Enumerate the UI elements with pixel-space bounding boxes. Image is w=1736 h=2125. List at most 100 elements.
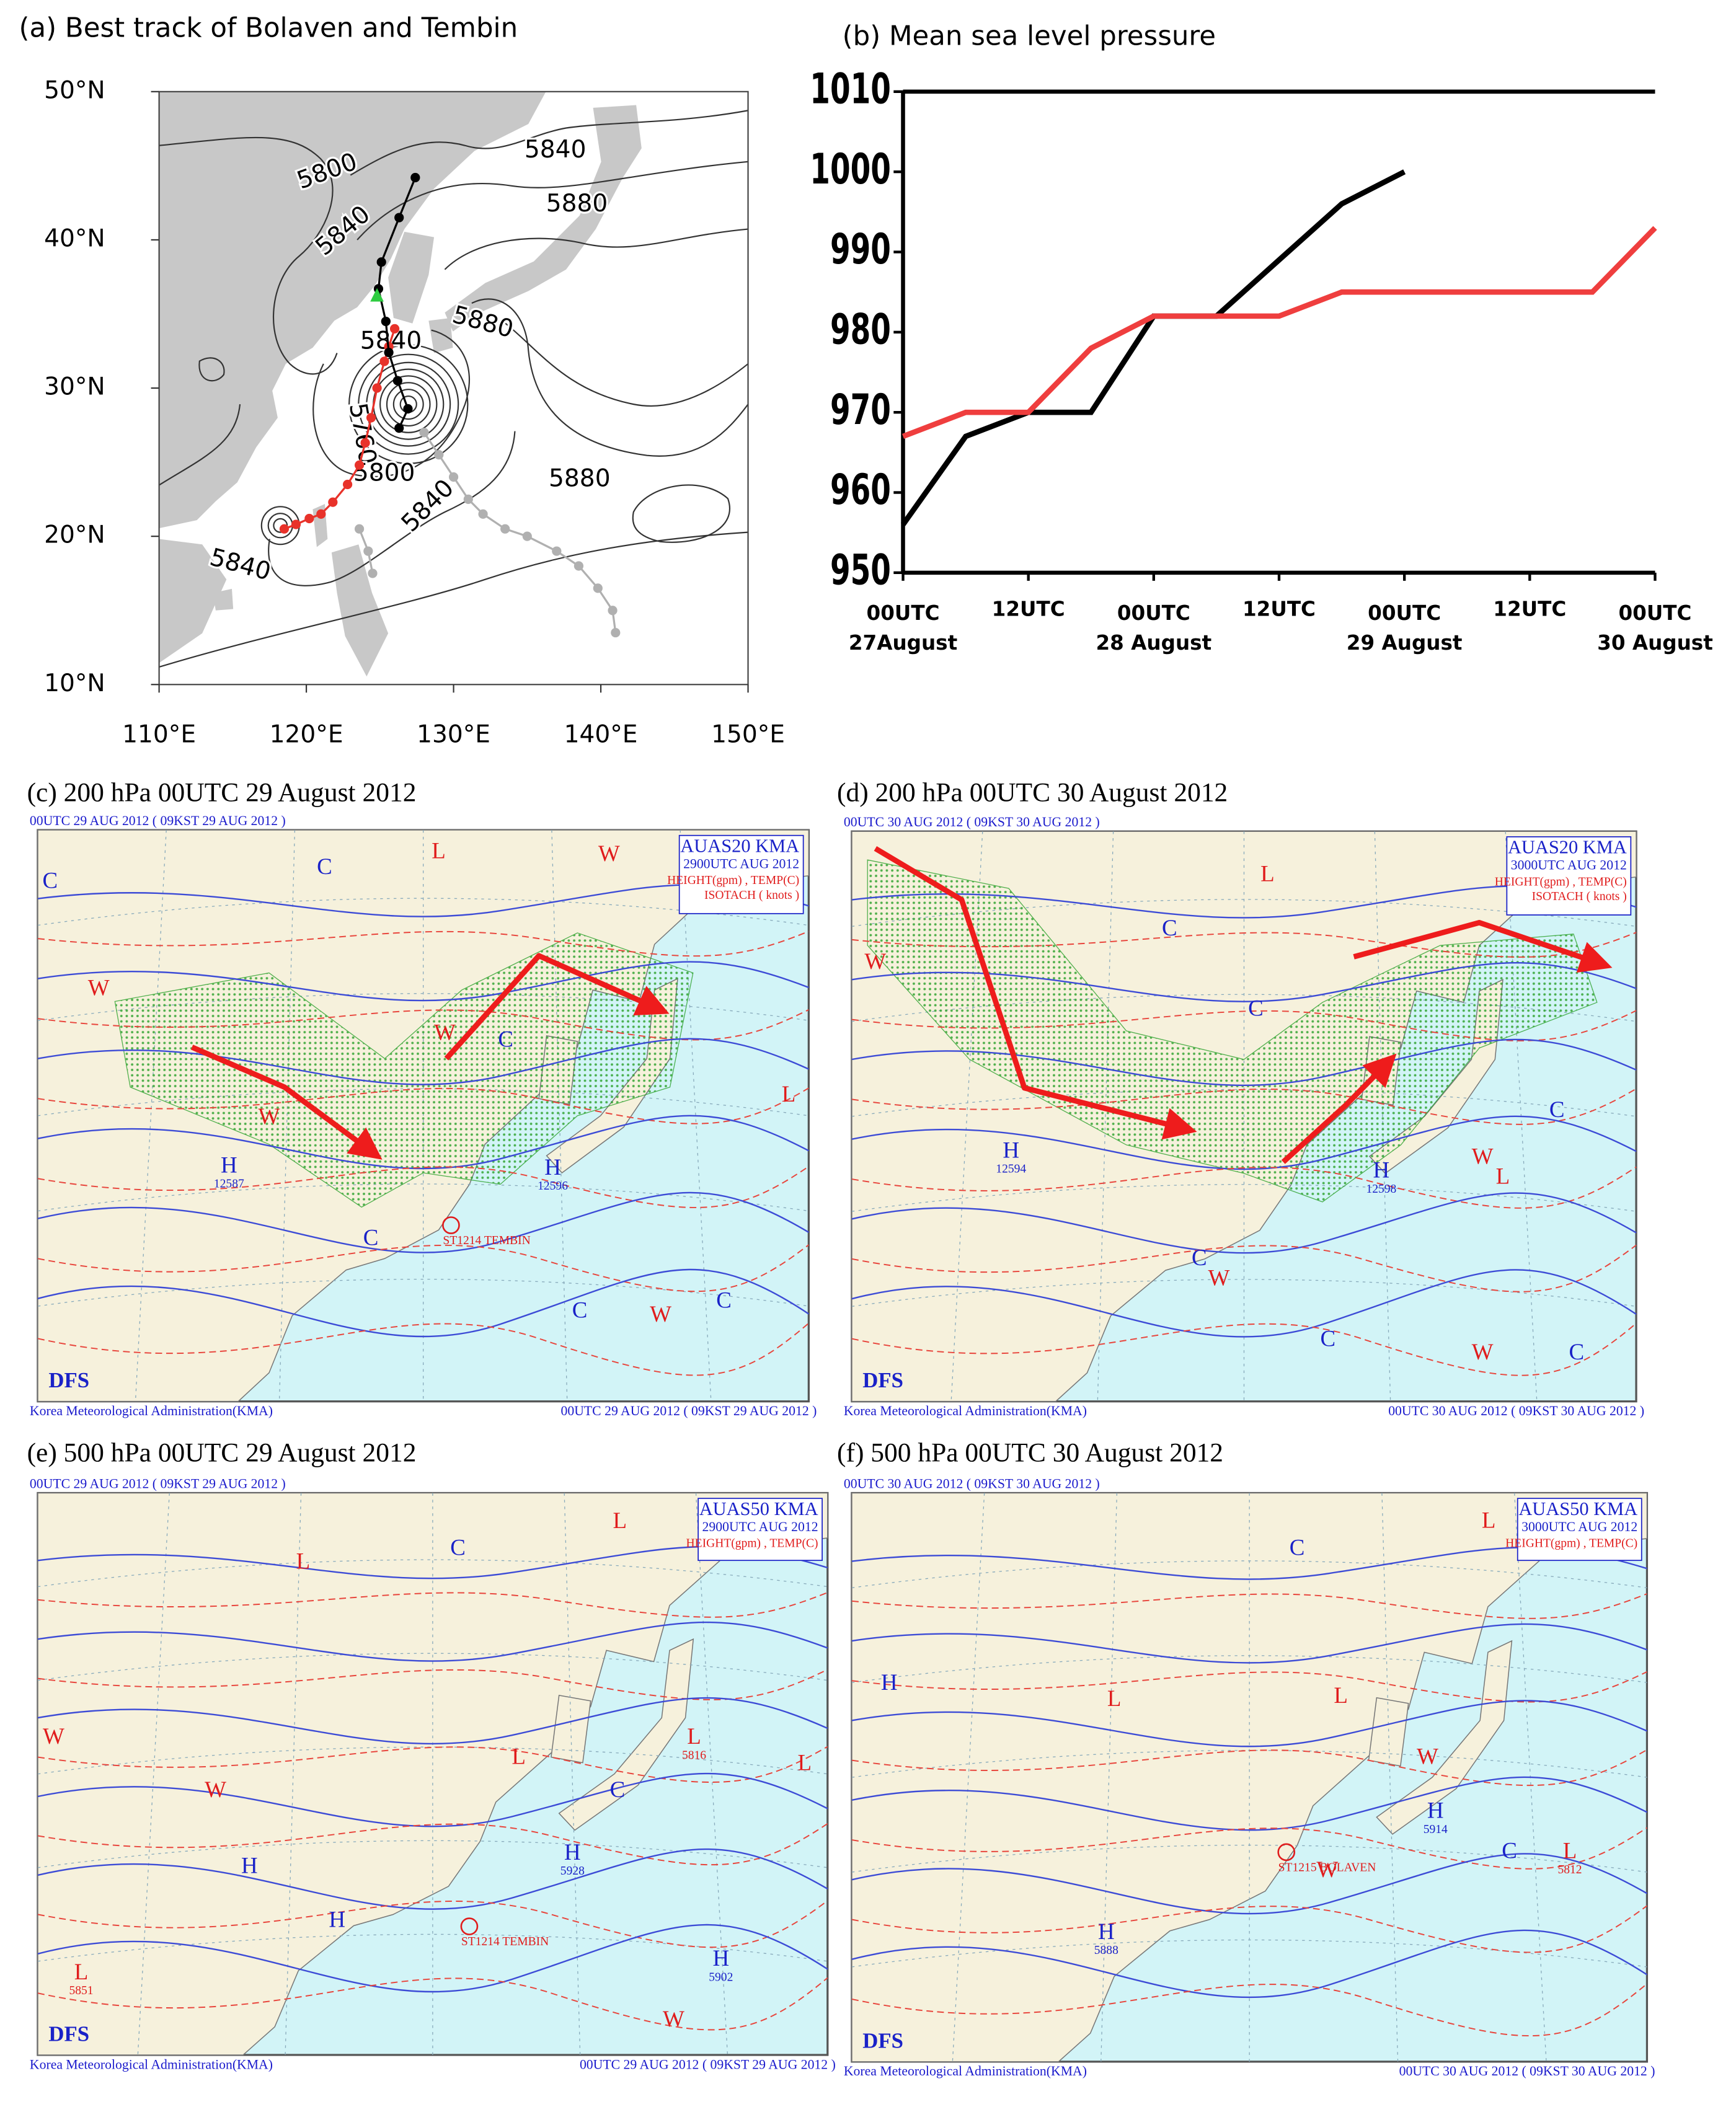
typhoon-label: ST1214 TEMBIN <box>443 1234 530 1247</box>
stamp-text: AUAS20 KMA <box>680 835 799 856</box>
track-point <box>574 561 584 571</box>
graticule <box>1100 1493 1118 2062</box>
y-tick-label: 1000 <box>810 144 891 193</box>
contour-label: 5880 <box>549 464 611 492</box>
pressure-symbol: L <box>1334 1682 1348 1708</box>
symbol-value: 12598 <box>1366 1183 1396 1196</box>
y-tick-label: 20°N <box>44 521 105 549</box>
pressure-symbol: W <box>1208 1265 1230 1290</box>
track-point <box>522 531 532 541</box>
land-korea <box>388 231 435 324</box>
graticule <box>1381 1493 1399 2062</box>
pressure-symbol: W <box>598 841 620 866</box>
contour <box>198 357 225 382</box>
land-philippines <box>331 544 389 677</box>
track-point <box>304 513 314 524</box>
stamp-text: ISOTACH ( knots ) <box>704 889 799 902</box>
track-point <box>363 546 373 556</box>
pressure-symbol: C <box>1321 1326 1336 1351</box>
y-tick-label: 990 <box>830 225 891 274</box>
stamp-text: AUAS50 KMA <box>699 1498 818 1519</box>
stamp-text: 3000UTC AUG 2012 <box>1511 858 1627 873</box>
panel-title: (c) 200 hPa 00UTC 29 August 2012 <box>27 777 417 807</box>
track-point <box>392 376 402 386</box>
track-point <box>368 568 378 578</box>
contour <box>379 375 438 433</box>
track-point <box>611 627 621 638</box>
graticule <box>37 1278 809 1307</box>
footer-left: Korea Meteorological Administration(KMA) <box>30 2057 273 2072</box>
track-point <box>434 450 444 460</box>
temperature-contour <box>851 1749 1647 1787</box>
height-contour <box>37 1191 809 1253</box>
land <box>558 1638 694 1831</box>
temperature-contour <box>37 1009 809 1041</box>
temperature-contour <box>851 1244 1637 1292</box>
temperature-contour <box>37 1823 828 1866</box>
pressure-symbol: H <box>544 1154 561 1180</box>
pressure-symbol: W <box>1472 1339 1494 1364</box>
stamp-box <box>1506 836 1632 916</box>
pressure-line <box>901 226 1657 440</box>
symbol-value: 5928 <box>560 1865 585 1878</box>
track-point <box>448 472 459 482</box>
x-tick-label: 130°E <box>417 720 490 748</box>
contour <box>366 361 451 447</box>
pressure-symbol: H <box>329 1907 345 1932</box>
contour <box>444 228 748 270</box>
pressure-symbol: C <box>716 1288 732 1313</box>
jet-arrow <box>1353 919 1613 973</box>
temperature-contour <box>37 1244 809 1292</box>
track-point <box>394 423 404 433</box>
pressure-symbol: C <box>1290 1535 1305 1560</box>
contour <box>159 404 241 486</box>
temperature-contour <box>37 1322 809 1376</box>
pressure-symbol: H <box>1003 1137 1019 1162</box>
x-tick-label: 110°E <box>122 720 196 748</box>
graticule <box>851 1939 1647 1968</box>
pressure-symbol: C <box>1192 1245 1207 1270</box>
pressure-symbol: H <box>881 1669 898 1695</box>
temperature-contour <box>37 1592 828 1618</box>
temperature-contour <box>851 1323 1637 1376</box>
x-tick-label: 120°E <box>270 720 343 748</box>
pressure-symbol: C <box>610 1777 626 1802</box>
typhoon-symbol <box>442 1216 460 1234</box>
temperature-contour <box>851 1671 1647 1703</box>
graticule <box>851 1279 1637 1307</box>
temperature-contour <box>37 930 809 957</box>
stamp-text: HEIGHT(gpm) , TEMP(C) <box>1495 875 1627 888</box>
height-contour <box>37 1697 828 1745</box>
pressure-symbol: L <box>432 837 446 863</box>
contour <box>350 110 748 176</box>
pressure-symbol: L <box>296 1548 311 1573</box>
temperature-contour <box>37 1900 828 1948</box>
track-point <box>552 546 562 556</box>
contour <box>386 382 431 426</box>
track-point <box>500 524 510 534</box>
pressure-symbol: C <box>43 867 58 893</box>
stamp-box <box>1517 1498 1642 1562</box>
footer-right: 00UTC 29 AUG 2012 ( 09KST 29 AUG 2012 ) <box>561 1403 817 1418</box>
typhoon-label: ST1215 BOLAVEN <box>1278 1861 1376 1874</box>
track-point <box>593 583 603 593</box>
contour <box>392 389 424 420</box>
height-contour <box>851 1192 1637 1254</box>
panel-title: (f) 500 hPa 00UTC 30 August 2012 <box>837 1438 1223 1468</box>
graticule <box>278 830 296 1402</box>
graticule <box>851 1844 1647 1873</box>
pressure-symbol: H <box>1427 1798 1444 1823</box>
contour <box>358 353 459 455</box>
temperature-contour <box>851 1983 1648 2037</box>
contour <box>632 484 730 543</box>
pressure-symbol: W <box>864 948 886 974</box>
stamp-text: ISOTACH ( knots ) <box>1532 890 1627 903</box>
panel-title: (d) 200 hPa 00UTC 30 August 2012 <box>837 777 1228 807</box>
logo: DFS <box>48 2022 89 2046</box>
stamp-box <box>678 834 804 914</box>
pressure-symbol: L <box>74 1959 89 1984</box>
pressure-symbol: W <box>205 1777 226 1802</box>
temperature-contour <box>37 1669 828 1700</box>
track-point <box>342 479 353 490</box>
